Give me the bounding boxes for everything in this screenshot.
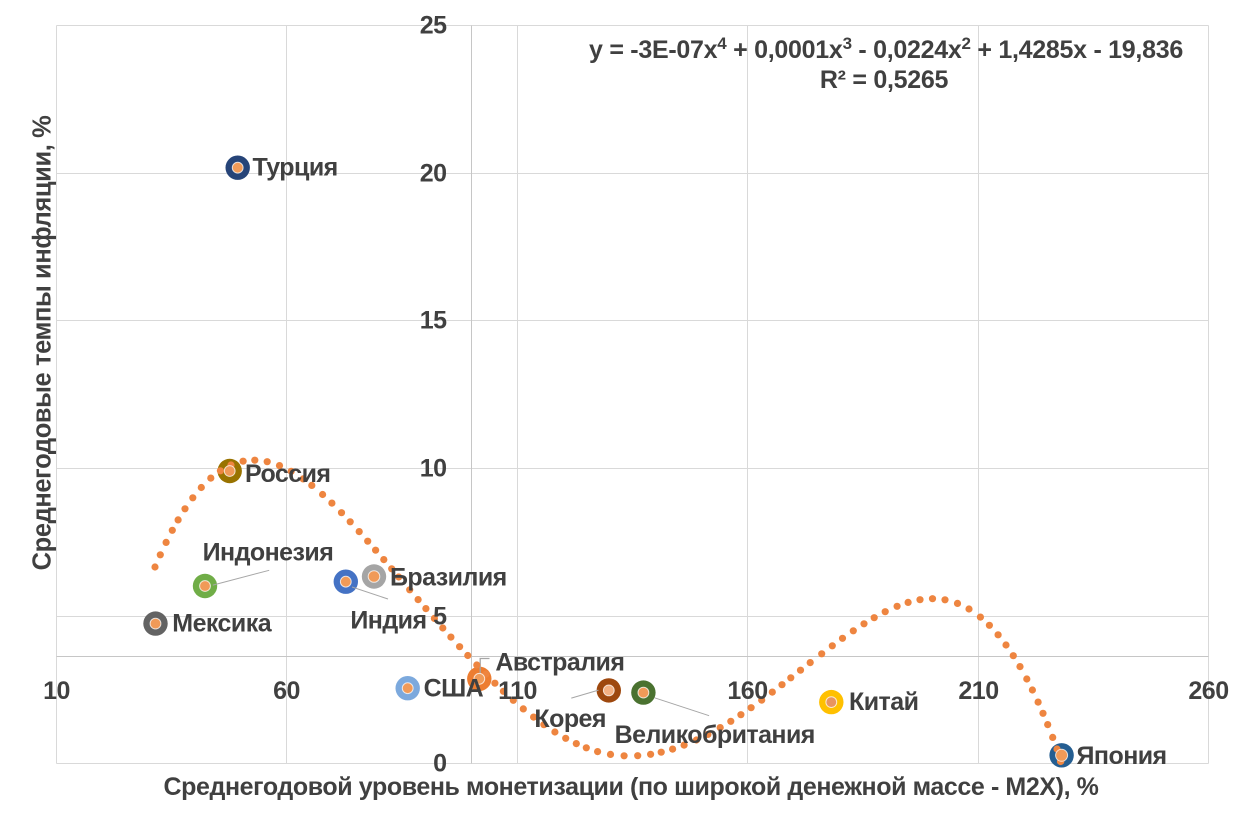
svg-text:Среднегодовой уровень монетиза: Среднегодовой уровень монетизации (по ши…	[163, 773, 1098, 801]
svg-text:210: 210	[958, 677, 998, 705]
svg-text:Япония: Япония	[1077, 742, 1167, 770]
svg-text:60: 60	[273, 677, 300, 705]
svg-text:260: 260	[1188, 677, 1228, 705]
svg-text:Австралия: Австралия	[495, 649, 624, 677]
svg-text:Россия: Россия	[245, 460, 330, 488]
svg-text:Мексика: Мексика	[172, 610, 272, 638]
svg-text:10: 10	[420, 455, 447, 483]
svg-text:R² = 0,5265: R² = 0,5265	[820, 66, 949, 94]
svg-text:Великобритания: Великобритания	[615, 721, 815, 749]
svg-text:160: 160	[727, 677, 767, 705]
svg-text:10: 10	[43, 677, 70, 705]
svg-text:США: США	[424, 675, 484, 703]
svg-text:Китай: Китай	[849, 688, 918, 716]
svg-text:Турция: Турция	[253, 154, 338, 182]
svg-text:15: 15	[420, 307, 447, 335]
svg-text:Среднегодовые темпы инфляции,: Среднегодовые темпы инфляции, %	[29, 116, 57, 571]
svg-text:25: 25	[420, 12, 447, 40]
svg-text:Бразилия: Бразилия	[390, 564, 507, 592]
svg-text:y = -3E-07x4 + 0,0001x3 - 0,02: y = -3E-07x4 + 0,0001x3 - 0,0224x2 + 1,4…	[589, 34, 1183, 65]
svg-text:Корея: Корея	[534, 705, 606, 733]
svg-text:0: 0	[433, 750, 446, 778]
svg-text:110: 110	[498, 677, 537, 705]
svg-text:20: 20	[420, 160, 447, 188]
svg-text:Индия: Индия	[350, 606, 426, 634]
svg-text:Индонезия: Индонезия	[203, 538, 334, 566]
svg-text:5: 5	[433, 603, 447, 631]
